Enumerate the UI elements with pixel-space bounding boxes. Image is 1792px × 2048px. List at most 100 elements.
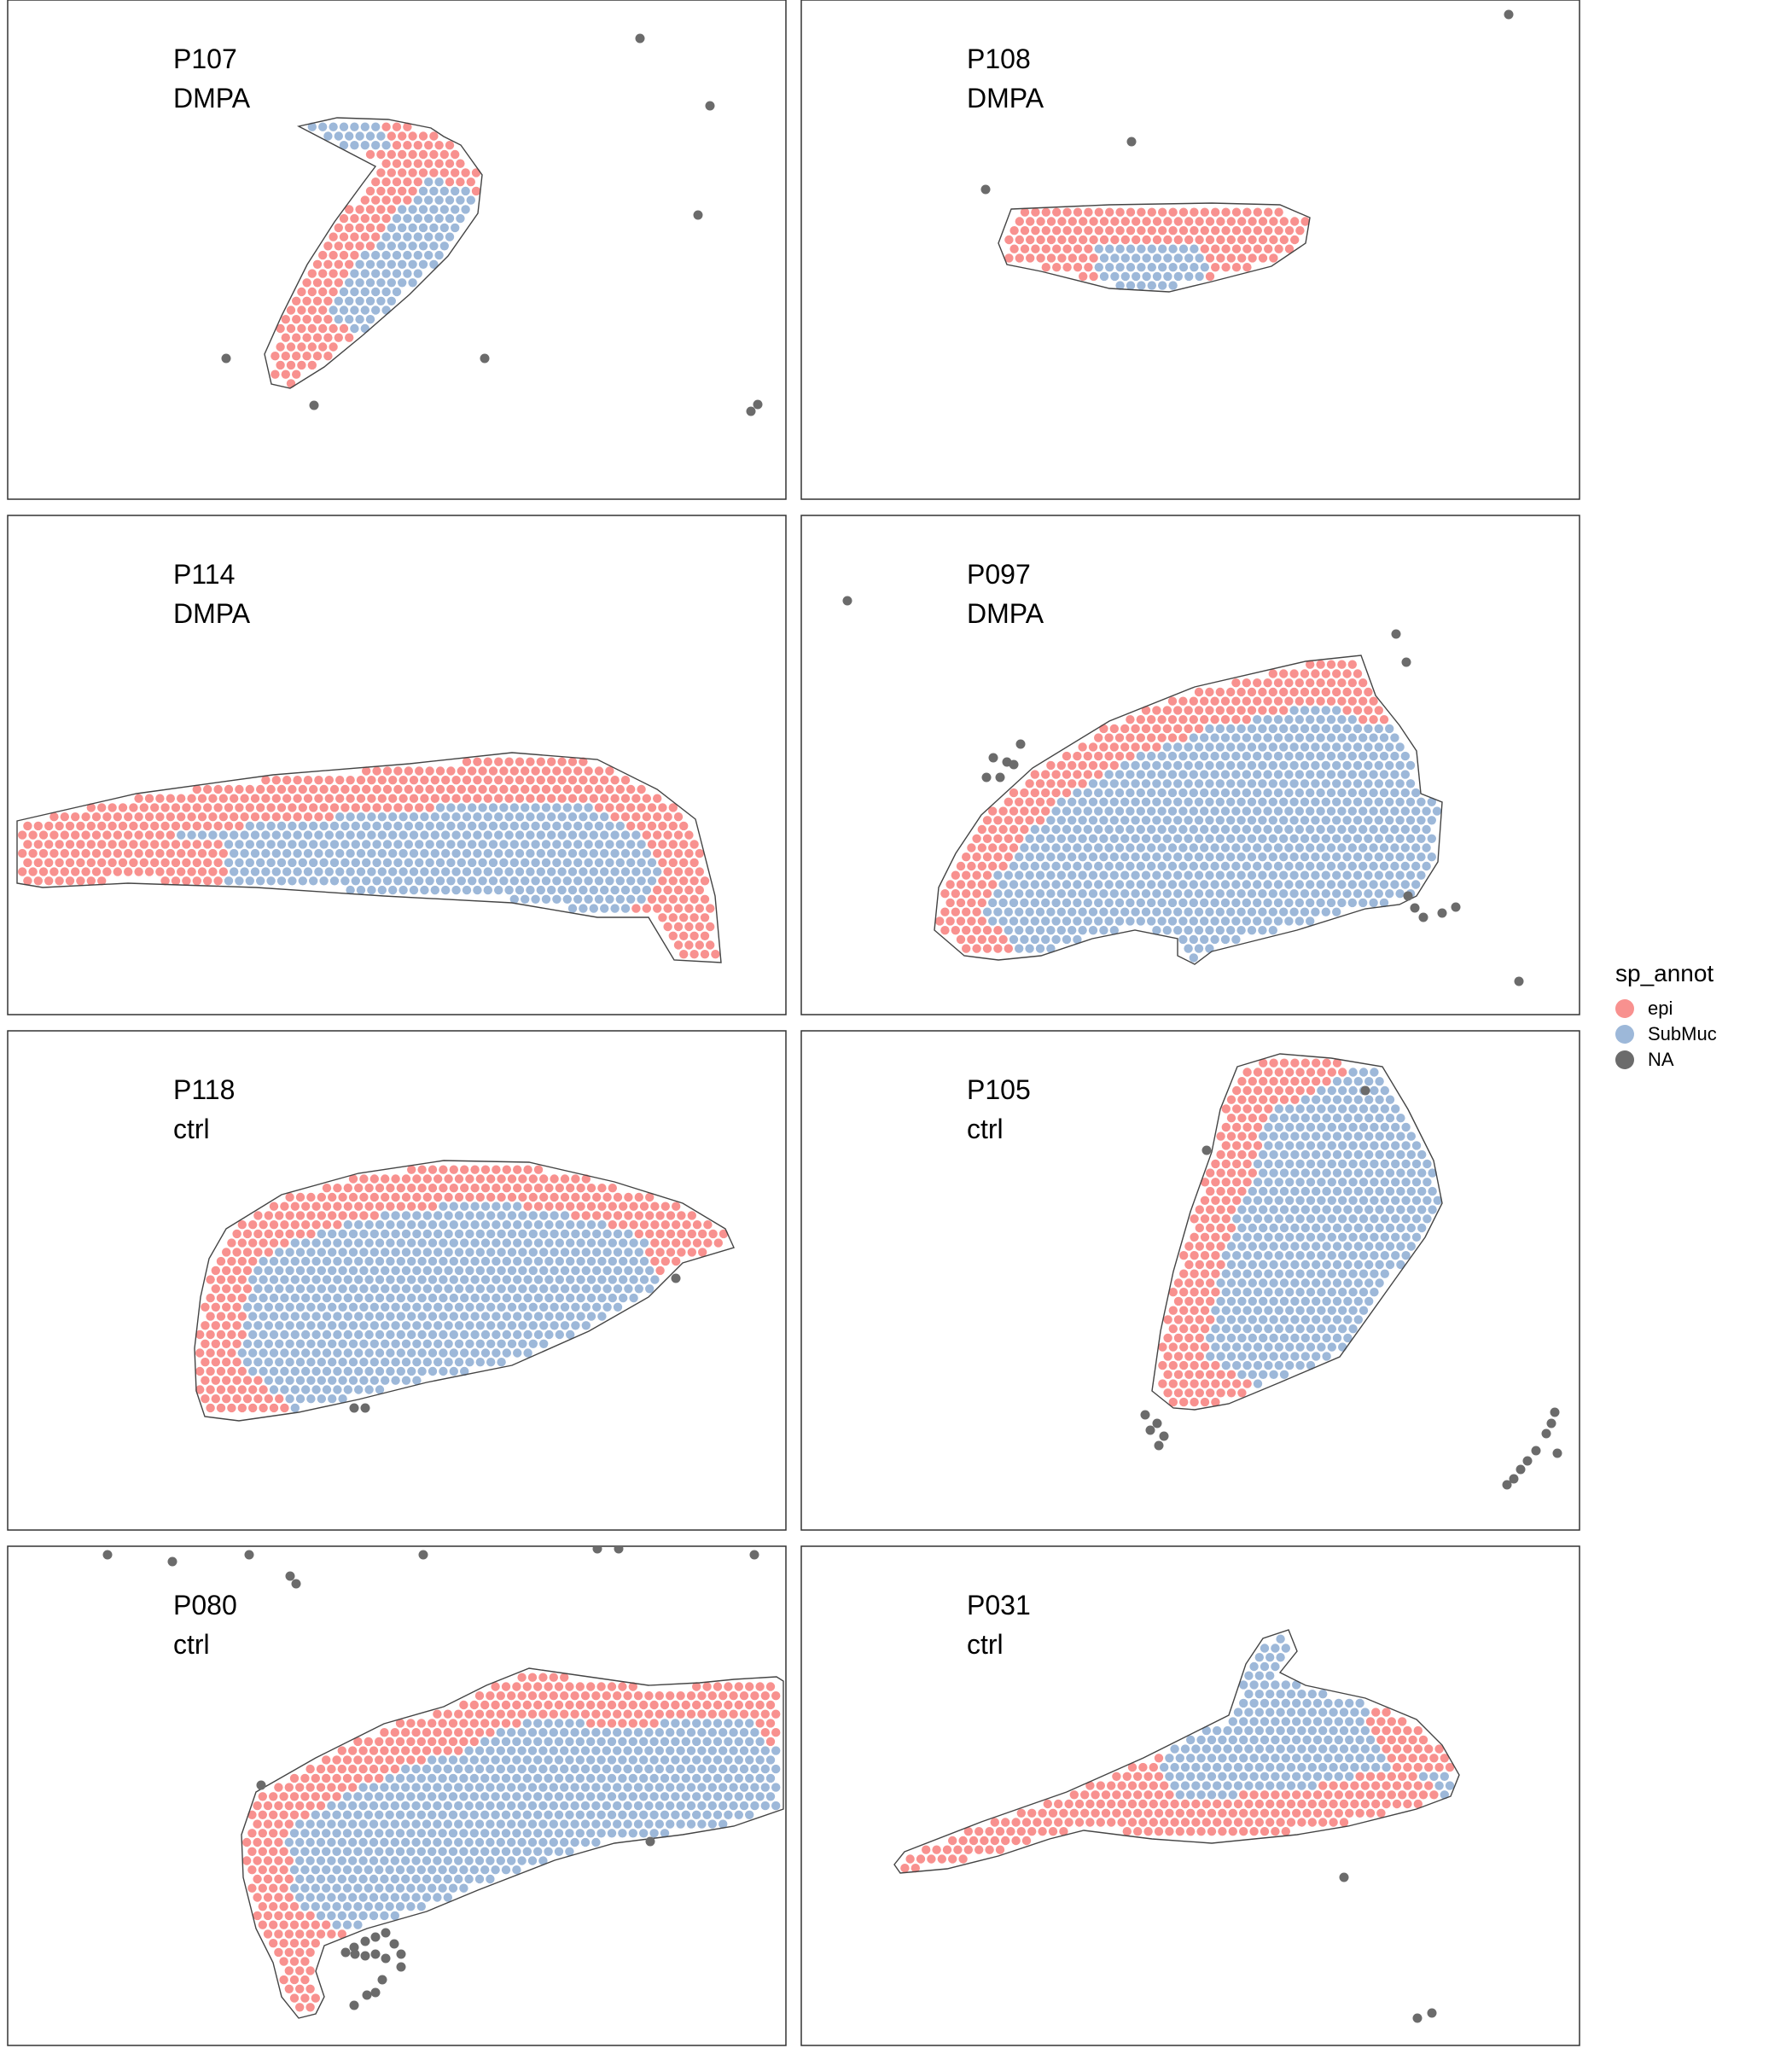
spot-submuc [518,1284,527,1294]
spot-epi [218,812,228,822]
spot-epi [237,1220,247,1230]
spot-submuc [473,812,482,822]
spot-epi [1264,226,1273,236]
spot-submuc [1206,1352,1215,1361]
spot-submuc [391,1339,400,1349]
spot-submuc [1073,824,1082,835]
spot-submuc [420,867,429,876]
spot-submuc [407,1293,416,1303]
spot-submuc [335,812,345,822]
spot-submuc [1391,1104,1400,1114]
spot-submuc [1353,889,1363,899]
spot-epi [687,1229,696,1239]
spot-submuc [1253,1178,1263,1187]
spot-submuc [1411,861,1421,871]
spot-epi [1205,687,1214,697]
spot-submuc [1321,742,1331,752]
spot-epi [684,848,694,858]
spot-submuc [501,1865,511,1875]
spot-submuc [480,1275,491,1284]
spot-submuc [491,1829,500,1838]
spot-submuc [319,821,329,831]
spot-submuc [1316,751,1325,761]
spot-submuc [608,1238,617,1248]
spot-submuc [513,1220,522,1230]
spot-submuc [591,1783,601,1792]
spot-submuc [1289,724,1299,734]
spot-submuc [386,1329,395,1340]
spot-epi [993,834,1003,843]
spot-epi [1004,235,1014,245]
spot-epi [1353,687,1363,697]
spot-submuc [586,1220,596,1230]
spot-submuc [544,1847,553,1856]
spot-epi [166,848,175,858]
spot-submuc [1284,898,1294,908]
spot-epi [1382,1725,1391,1736]
spot-epi [1206,1223,1215,1233]
spot-submuc [1317,1306,1326,1315]
spot-submuc [1173,852,1183,862]
spot-submuc [306,1394,316,1404]
spot-epi [459,1700,468,1710]
spot-submuc [451,223,460,233]
spot-submuc [993,870,1003,880]
spot-submuc [1205,742,1214,752]
spot-submuc [1411,1141,1422,1150]
spot-epi [1184,1370,1194,1380]
spot-submuc [388,867,398,876]
spot-submuc [306,1248,316,1257]
spot-submuc [388,848,398,858]
spot-epi [605,784,614,794]
spot-submuc [1231,880,1241,889]
spot-epi [581,1192,591,1202]
spot-epi [355,223,364,233]
spot-submuc [290,1385,300,1394]
spot-submuc [353,1810,363,1819]
spot-submuc [1284,770,1294,779]
spot-submuc [589,904,598,913]
spot-submuc [618,1792,627,1801]
spot-epi [451,149,460,160]
spot-epi [642,904,651,913]
spot-epi [284,1947,294,1958]
spot-epi [1052,263,1062,272]
spot-epi [108,840,117,849]
spot-submuc [539,1248,549,1257]
spot-epi [454,1746,463,1755]
spot-submuc [1312,1260,1321,1270]
spot-submuc [1114,898,1125,908]
spot-submuc [1395,834,1405,843]
spot-epi [55,876,64,886]
spot-epi [1248,235,1257,245]
spot-epi [351,803,360,812]
spot-submuc [602,1764,611,1774]
spot-submuc [1073,916,1082,926]
spot-epi [314,776,323,785]
spot-submuc [522,1847,532,1856]
spot-submuc [623,1783,632,1792]
spot-epi [1263,696,1272,706]
spot-submuc [594,821,604,831]
spot-submuc [468,821,477,831]
spot-submuc [288,821,297,831]
spot-submuc [348,1229,358,1239]
spot-submuc [1411,1232,1422,1242]
spot-submuc [1242,1306,1252,1315]
spot-submuc [369,1837,379,1847]
spot-submuc [1338,1232,1347,1242]
spot-epi [951,889,961,899]
spot-submuc [1279,1370,1289,1380]
spot-submuc [623,1819,632,1829]
spot-submuc [1242,1251,1252,1260]
spot-submuc [396,1275,405,1284]
spot-epi [1200,1397,1210,1407]
spot-submuc [1253,1324,1263,1334]
spot-epi [406,1755,416,1765]
spot-submuc [1289,742,1299,752]
spot-submuc [1260,1698,1270,1708]
spot-submuc [457,821,466,831]
spot-submuc [613,1819,622,1829]
spot-epi [160,821,170,831]
spot-epi [247,1883,257,1893]
